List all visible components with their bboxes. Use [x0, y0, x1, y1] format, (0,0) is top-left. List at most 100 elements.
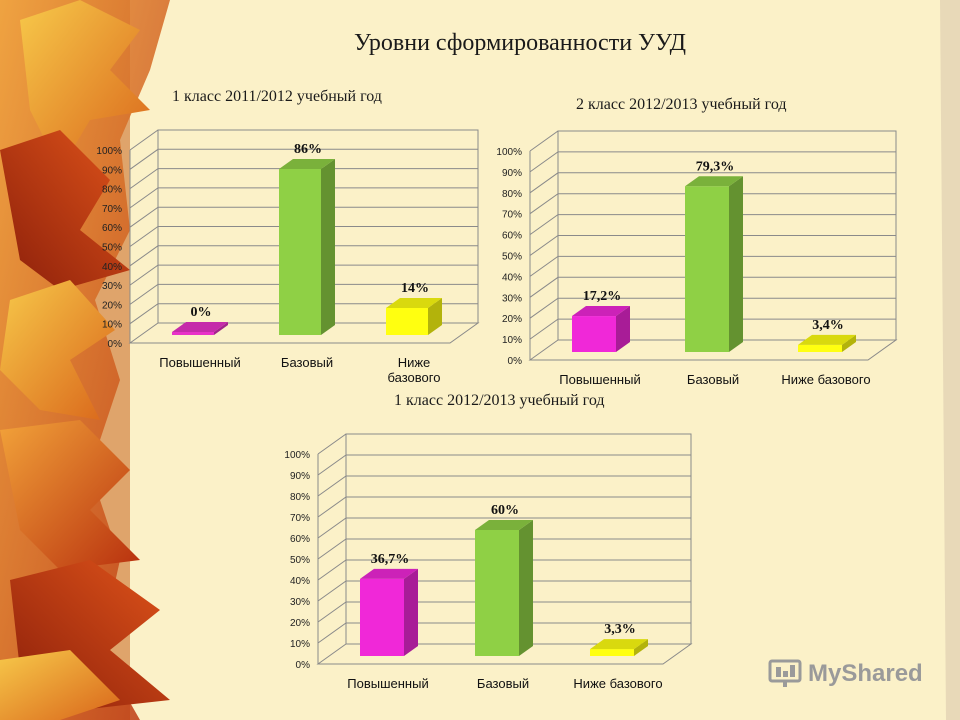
chart-1-data-label-3: 14%	[401, 281, 429, 296]
chart-2-data-label-2: 79,3%	[696, 159, 735, 174]
chart-2-data-label-3: 3,4%	[812, 318, 844, 333]
chart-3-tick-label: 20%	[290, 618, 310, 629]
chart-1-gridline	[129, 187, 478, 209]
chart-3-tick-label: 90%	[290, 471, 310, 482]
chart-3-tick-label: 60%	[290, 534, 310, 545]
chart-3-floor	[316, 643, 693, 665]
presentation-icon	[768, 659, 802, 687]
chart-1-tick-label: 90%	[102, 165, 122, 176]
chart-3-tick-label: 40%	[290, 576, 310, 587]
watermark: MyShared	[768, 656, 923, 692]
chart-2-gridline	[529, 276, 896, 298]
chart-2-gridline	[529, 151, 896, 173]
chart-3-bar-1	[360, 568, 418, 656]
chart-3-gridline	[317, 454, 691, 476]
chart-1-data-label-2: 86%	[294, 142, 322, 157]
chart-1-tick-label: 60%	[102, 223, 122, 234]
chart-2-gridline	[529, 235, 896, 256]
chart-2-gridline	[529, 318, 896, 340]
chart-2-bar-2	[685, 176, 743, 352]
chart-3-tick-label: 100%	[284, 450, 310, 461]
chart-2-tick-label: 40%	[502, 272, 522, 283]
chart-3-gridline	[317, 496, 691, 518]
chart-2-title: 2 класс 2012/2013 учебный год	[576, 96, 787, 113]
chart-1-tick-label: 50%	[102, 243, 122, 254]
chart-2-tick-label: 60%	[502, 231, 522, 242]
chart-1-gridline	[129, 168, 478, 190]
chart-2-tick-label: 30%	[502, 293, 522, 304]
chart-1-gridline	[129, 264, 478, 286]
page-title: Уровни сформированности УУД	[354, 30, 686, 56]
chart-1-category-label-2: Базовый	[281, 355, 333, 370]
chart-3-bar-2	[475, 520, 533, 656]
chart-2-gridline	[529, 130, 896, 152]
chart-2-gridline	[529, 255, 896, 277]
chart-3-tick-label: 50%	[290, 555, 310, 566]
chart-3-category-label-1: Повышенный	[347, 676, 428, 691]
chart-2-tick-label: 50%	[502, 252, 522, 263]
chart-1-floor	[128, 322, 480, 344]
chart-3-tick-label: 0%	[296, 660, 311, 671]
chart-1-category-label-1: Повышенный	[159, 355, 240, 370]
chart-1-gridline	[129, 303, 478, 325]
chart-1-tick-label: 20%	[102, 300, 122, 311]
chart-1-tick-label: 0%	[108, 339, 123, 350]
chart-3-gridline	[317, 538, 691, 560]
chart-3-category-label-3: Ниже базового	[573, 676, 662, 691]
chart-1-title: 1 класс 2011/2012 учебный год	[172, 88, 382, 105]
chart-3-category-label-2: Базовый	[477, 676, 529, 691]
chart-1-category-label-3: Ниже базового	[388, 355, 441, 385]
chart-3-gridline	[317, 601, 691, 623]
chart-3-gridline	[317, 622, 691, 644]
chart-2-tick-label: 90%	[502, 168, 522, 179]
chart-2-category-label-1: Повышенный	[559, 372, 640, 387]
chart-2-tick-label: 10%	[502, 335, 522, 346]
chart-3-tick-label: 30%	[290, 597, 310, 608]
chart-1-gridline	[129, 148, 478, 170]
chart-3-tick-label: 80%	[290, 492, 310, 503]
chart-1-tick-label: 70%	[102, 204, 122, 215]
chart-2-floor	[528, 339, 898, 361]
chart-3-tick-label: 10%	[290, 639, 310, 650]
chart-2-gridline	[529, 297, 896, 319]
chart-2-bar-3	[798, 334, 856, 352]
chart-2-tick-label: 20%	[502, 314, 522, 325]
chart-3-gridline	[317, 580, 691, 602]
chart-1-tick-label: 100%	[96, 146, 122, 157]
chart-3-gridline	[317, 517, 691, 539]
chart-1-gridline	[129, 129, 478, 151]
chart-2-tick-label: 70%	[502, 210, 522, 221]
chart-3-data-label-3: 3,3%	[604, 622, 636, 637]
chart-1-tick-label: 30%	[102, 281, 122, 292]
watermark-text: MyShared	[808, 660, 923, 687]
chart-1-data-label-1: 0%	[191, 305, 212, 320]
chart-1-gridline	[129, 283, 478, 305]
chart-1-gridline	[129, 206, 478, 228]
chart-2-data-label-1: 17,2%	[583, 289, 622, 304]
chart-2-gridline	[529, 193, 896, 215]
chart-3-title: 1 класс 2012/2013 учебный год	[394, 392, 605, 409]
chart-2-category-label-3: Ниже базового	[781, 372, 870, 387]
chart-2-gridline	[529, 172, 896, 194]
chart-1-gridline	[129, 245, 478, 267]
chart-3-bar-3	[590, 639, 648, 656]
chart-2-gridline	[529, 214, 896, 236]
chart-1-tick-label: 80%	[102, 185, 122, 196]
chart-3-data-label-2: 60%	[491, 503, 519, 518]
chart-3-gridline	[317, 475, 691, 497]
chart-1-tick-label: 40%	[102, 262, 122, 273]
chart-3-data-label-1: 36,7%	[371, 552, 410, 567]
chart-3-gridline	[317, 433, 691, 455]
chart-3-gridline	[317, 559, 691, 581]
chart-3-tick-label: 70%	[290, 513, 310, 524]
chart-1-tick-label: 10%	[102, 320, 122, 331]
chart-1-bar-1	[172, 322, 228, 335]
chart-2-tick-label: 0%	[508, 356, 523, 367]
chart-1-bar-2	[279, 159, 335, 335]
chart-2-tick-label: 100%	[496, 147, 522, 158]
chart-1-bar-3	[386, 297, 442, 335]
chart-2-tick-label: 80%	[502, 189, 522, 200]
chart-2-category-label-2: Базовый	[687, 372, 739, 387]
chart-2-bar-1	[572, 306, 630, 352]
